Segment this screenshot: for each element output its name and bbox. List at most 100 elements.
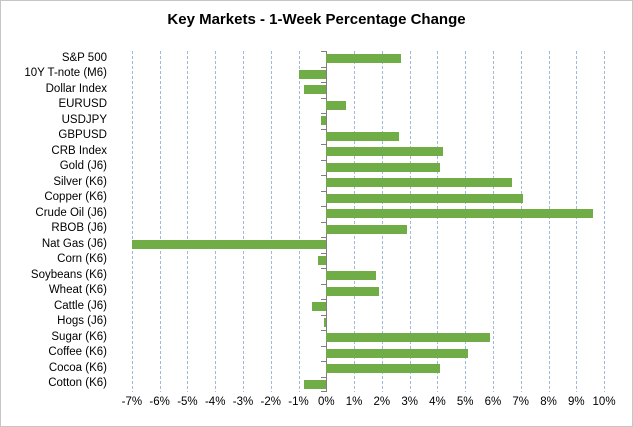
gridline bbox=[131, 51, 133, 392]
x-axis-label: -1% bbox=[288, 396, 309, 408]
category-tick bbox=[321, 129, 327, 130]
zero-axis-line bbox=[326, 51, 328, 392]
category-tick bbox=[321, 160, 327, 161]
x-axis-label: 10% bbox=[592, 396, 616, 408]
category-tick bbox=[321, 67, 327, 68]
x-axis-label: -3% bbox=[232, 396, 254, 408]
x-axis-label: -7% bbox=[121, 396, 143, 408]
gridline bbox=[298, 51, 300, 392]
bar-gbpusd bbox=[326, 131, 399, 141]
category-label: Soybeans (K6) bbox=[30, 268, 107, 281]
category-tick bbox=[321, 346, 327, 347]
category-label: CRB Index bbox=[51, 144, 107, 157]
category-tick bbox=[321, 144, 327, 145]
value-axis-labels: -7% -6% -5% -4% -3% -2% -1% 0% 1% 2% 3% 4% 5% 6% 7% 8% 9… bbox=[118, 396, 616, 412]
category-tick bbox=[321, 330, 327, 331]
category-label: Corn (K6) bbox=[57, 253, 107, 266]
x-axis-label: 7% bbox=[512, 396, 530, 408]
bar-crb-index bbox=[326, 147, 443, 157]
plot-area bbox=[118, 51, 611, 392]
category-label: S&P 500 bbox=[61, 51, 107, 64]
bar-corn-k6 bbox=[317, 255, 327, 265]
gridline bbox=[381, 51, 383, 392]
category-tick bbox=[321, 51, 327, 52]
category-label: Wheat (K6) bbox=[48, 284, 107, 297]
bar-s-p-500 bbox=[326, 54, 402, 64]
gridline bbox=[354, 51, 356, 392]
category-label: Nat Gas (J6) bbox=[41, 237, 107, 250]
gridline bbox=[187, 51, 189, 392]
category-label: Silver (K6) bbox=[53, 175, 107, 188]
category-tick bbox=[321, 206, 327, 207]
category-label: GBPUSD bbox=[58, 129, 107, 142]
category-tick bbox=[321, 98, 327, 99]
x-axis-label: -4% bbox=[204, 396, 226, 408]
gridline bbox=[548, 51, 550, 392]
category-tick bbox=[321, 222, 327, 223]
x-axis-label: 3% bbox=[401, 396, 418, 408]
category-label: Sugar (K6) bbox=[51, 330, 107, 343]
category-label: Cotton (K6) bbox=[48, 377, 107, 390]
bar-dollar-index bbox=[304, 85, 327, 95]
category-tick bbox=[321, 299, 327, 300]
bar-nat-gas-j6 bbox=[131, 240, 327, 250]
bar-silver-k6 bbox=[326, 178, 513, 188]
gridline bbox=[215, 51, 217, 392]
gridline bbox=[492, 51, 494, 392]
bar-gold-j6 bbox=[326, 162, 441, 172]
gridline bbox=[465, 51, 467, 392]
category-tick bbox=[321, 191, 327, 192]
x-axis-label: -6% bbox=[149, 396, 170, 408]
bar-sugar-k6 bbox=[326, 333, 491, 343]
x-axis-label: 2% bbox=[373, 396, 391, 408]
x-axis-label: 0% bbox=[317, 396, 335, 408]
category-tick bbox=[321, 237, 327, 238]
x-axis-label: 9% bbox=[567, 396, 585, 408]
x-axis-label: -5% bbox=[177, 396, 198, 408]
gridline bbox=[409, 51, 411, 392]
bar-crude-oil-j6 bbox=[326, 209, 593, 219]
category-tick bbox=[321, 284, 327, 285]
gridline bbox=[242, 51, 244, 392]
category-label: Cocoa (K6) bbox=[48, 361, 107, 374]
x-axis-label: 8% bbox=[540, 396, 557, 408]
category-tick bbox=[321, 253, 327, 254]
bar-soybeans-k6 bbox=[326, 271, 377, 281]
x-axis-label: 1% bbox=[345, 396, 363, 408]
category-tick bbox=[321, 391, 327, 392]
category-label: Hogs (J6) bbox=[57, 315, 107, 328]
category-label: Copper (K6) bbox=[44, 191, 107, 204]
category-label: USDJPY bbox=[61, 113, 107, 126]
bar-coffee-k6 bbox=[326, 348, 468, 358]
bar-hogs-j6 bbox=[323, 317, 327, 327]
category-label: Crude Oil (J6) bbox=[35, 206, 107, 219]
category-label: RBOB (J6) bbox=[51, 222, 107, 235]
category-tick bbox=[321, 361, 327, 362]
category-axis-labels: S&P 500 10Y T-note (M6) Dollar Index EURUSD… bbox=[1, 51, 112, 392]
bar-cotton-k6 bbox=[304, 379, 327, 389]
bar-10y-t-note-m6 bbox=[298, 69, 327, 79]
x-axis-label: -2% bbox=[260, 396, 281, 408]
category-tick bbox=[321, 113, 327, 114]
bar-cocoa-k6 bbox=[326, 364, 441, 374]
category-label: Cattle (J6) bbox=[53, 299, 107, 312]
bar-cattle-j6 bbox=[312, 302, 327, 312]
category-label: EURUSD bbox=[58, 98, 107, 111]
x-axis-label: 5% bbox=[456, 396, 474, 408]
x-axis-label: 4% bbox=[429, 396, 446, 408]
gridline bbox=[604, 51, 606, 392]
bar-copper-k6 bbox=[326, 193, 524, 203]
gridline bbox=[270, 51, 272, 392]
category-tick bbox=[321, 82, 327, 83]
category-tick bbox=[321, 268, 327, 269]
category-tick bbox=[321, 315, 327, 316]
category-tick bbox=[321, 175, 327, 176]
x-axis-label: 6% bbox=[484, 396, 502, 408]
gridline bbox=[520, 51, 522, 392]
bar-wheat-k6 bbox=[326, 286, 380, 296]
bar-eurusd bbox=[326, 100, 346, 110]
gridline bbox=[576, 51, 578, 392]
category-label: 10Y T-note (M6) bbox=[24, 67, 107, 80]
category-label: Gold (J6) bbox=[59, 160, 107, 173]
